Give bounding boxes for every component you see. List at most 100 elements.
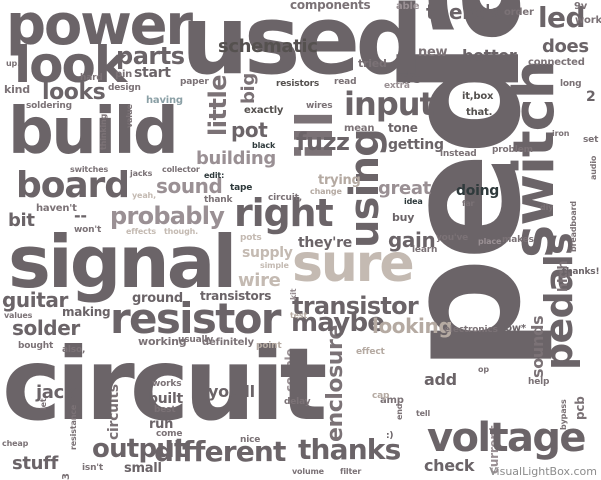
- word-circuit-small: circuit,: [268, 193, 302, 203]
- word-guitar: guitar: [2, 288, 68, 312]
- word-usually: usually: [178, 335, 214, 345]
- word-bypass: bypass: [559, 399, 568, 430]
- word-won-t: won't: [74, 225, 102, 235]
- word-nice: nice: [240, 435, 261, 445]
- word-amp: amp: [380, 395, 404, 406]
- word-hard: hard: [80, 73, 103, 83]
- word-parts: parts: [116, 42, 185, 70]
- word-different: different: [154, 435, 286, 468]
- word-input: input: [344, 85, 435, 123]
- word-op: op: [478, 365, 489, 374]
- word-problem: problem: [492, 145, 533, 155]
- word-enclosure: enclosure: [323, 325, 348, 442]
- word-resistor: resistor: [110, 294, 281, 343]
- word-probably: probably: [110, 202, 225, 230]
- word-power: power: [6, 0, 193, 58]
- word-pot: pot: [231, 118, 268, 142]
- word-filter: filter: [340, 467, 362, 476]
- word-also: also,: [62, 345, 86, 355]
- word-extra: extra: [384, 81, 410, 91]
- word-diy: diy: [540, 203, 554, 212]
- word-ground: ground: [132, 291, 183, 306]
- word-end: end: [395, 403, 404, 420]
- word-works: works: [152, 379, 182, 389]
- word-supply: supply: [242, 245, 293, 261]
- word-audio: audio: [589, 155, 598, 180]
- word-idea: idea: [404, 197, 423, 206]
- word-simple: simple: [260, 261, 289, 270]
- word-9v: 9v: [574, 1, 588, 12]
- word-tell: tell: [416, 409, 431, 418]
- word-dc: dc: [400, 68, 421, 87]
- word-iron: iron: [552, 129, 570, 138]
- word-small: small: [124, 461, 162, 476]
- word-sure: sure: [292, 234, 415, 294]
- word-check: check: [424, 456, 475, 475]
- word-black: black: [252, 141, 276, 150]
- word-learn: learn: [412, 245, 438, 255]
- word-look: look: [14, 36, 127, 94]
- word-there-s: there's: [426, 0, 503, 24]
- word-fuzz: fuzz: [296, 128, 350, 156]
- word-mean: mean: [344, 123, 375, 134]
- word-though: though.: [164, 227, 199, 236]
- word-build: build: [8, 95, 179, 169]
- word-used-small: used: [312, 71, 313, 74]
- word-makes: makes: [502, 235, 534, 245]
- watermark: VisualLightBox.com: [489, 465, 597, 478]
- word-tried: tried: [358, 57, 387, 70]
- word-smiley: :): [386, 431, 394, 441]
- word-solder: solder: [12, 316, 80, 340]
- word-cap: cap: [372, 391, 390, 401]
- word-soldering: soldering: [26, 101, 72, 111]
- word-sounds: sounds: [528, 315, 547, 378]
- word-that: that.: [466, 107, 493, 118]
- word-exactly: exactly: [244, 105, 284, 116]
- word-voltage: voltage: [427, 415, 587, 461]
- word-schematic: schematic: [218, 36, 318, 57]
- word-collector: collector: [162, 165, 200, 174]
- word-pots: pots: [240, 233, 262, 243]
- word-signal: signal: [8, 220, 237, 304]
- word-long: long: [560, 79, 582, 89]
- word-kind: kind: [4, 83, 30, 96]
- word-effects: effects: [126, 227, 157, 236]
- word-you-ve: you've: [436, 233, 469, 243]
- word-led: led: [538, 1, 586, 34]
- word-instead: instead: [440, 149, 477, 159]
- word-does: does: [542, 36, 589, 57]
- word-switches: switches: [70, 165, 109, 174]
- word-tape: tape: [230, 183, 253, 193]
- word-right: right: [234, 191, 334, 235]
- word-able: able: [396, 1, 420, 12]
- word-transistors: transistors: [200, 289, 272, 303]
- word-building: building: [196, 148, 276, 169]
- word-values: values: [4, 311, 33, 320]
- word-bit: bit: [8, 210, 35, 231]
- word-come: come: [156, 429, 183, 439]
- word-isn-t: isn't: [82, 463, 104, 473]
- word-looking: looking: [372, 314, 453, 338]
- word-they-re: they're: [298, 235, 353, 251]
- word-breadboard: breadboard: [569, 201, 578, 252]
- word-test: test: [290, 311, 308, 320]
- word-resistors: resistors: [276, 79, 320, 89]
- word-design: design: [108, 83, 141, 93]
- word-pcb: pcb: [573, 396, 587, 420]
- word-kit: kit: [289, 288, 298, 300]
- word-three: 3: [61, 473, 72, 480]
- word-work: work: [575, 15, 601, 26]
- word-having: having: [146, 95, 183, 106]
- word-dash: --: [74, 206, 87, 225]
- word-connected: connected: [528, 57, 585, 68]
- word-making: making: [62, 305, 111, 319]
- word-delay: delay: [284, 397, 311, 407]
- word-looks: looks: [42, 80, 106, 105]
- word-set: set: [583, 135, 599, 145]
- word-thanks: thanks: [298, 433, 401, 466]
- word-bought: bought: [18, 341, 54, 351]
- word-read: read: [334, 77, 357, 87]
- word-effect: effect: [356, 347, 385, 357]
- word-maybe: maybe: [291, 308, 385, 338]
